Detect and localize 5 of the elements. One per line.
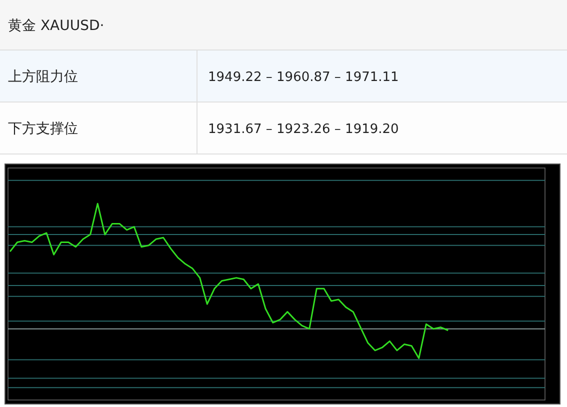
- text: 1949.22 – 1960.87 – 1971.11: [208, 70, 399, 85]
- category-label: 下方支撑位: [8, 121, 78, 137]
- text: 黄金 XAUUSD·: [8, 18, 104, 34]
- category-label: 上方阻力位: [8, 69, 78, 85]
- text: 1931.67 – 1923.26 – 1919.20: [208, 122, 399, 137]
